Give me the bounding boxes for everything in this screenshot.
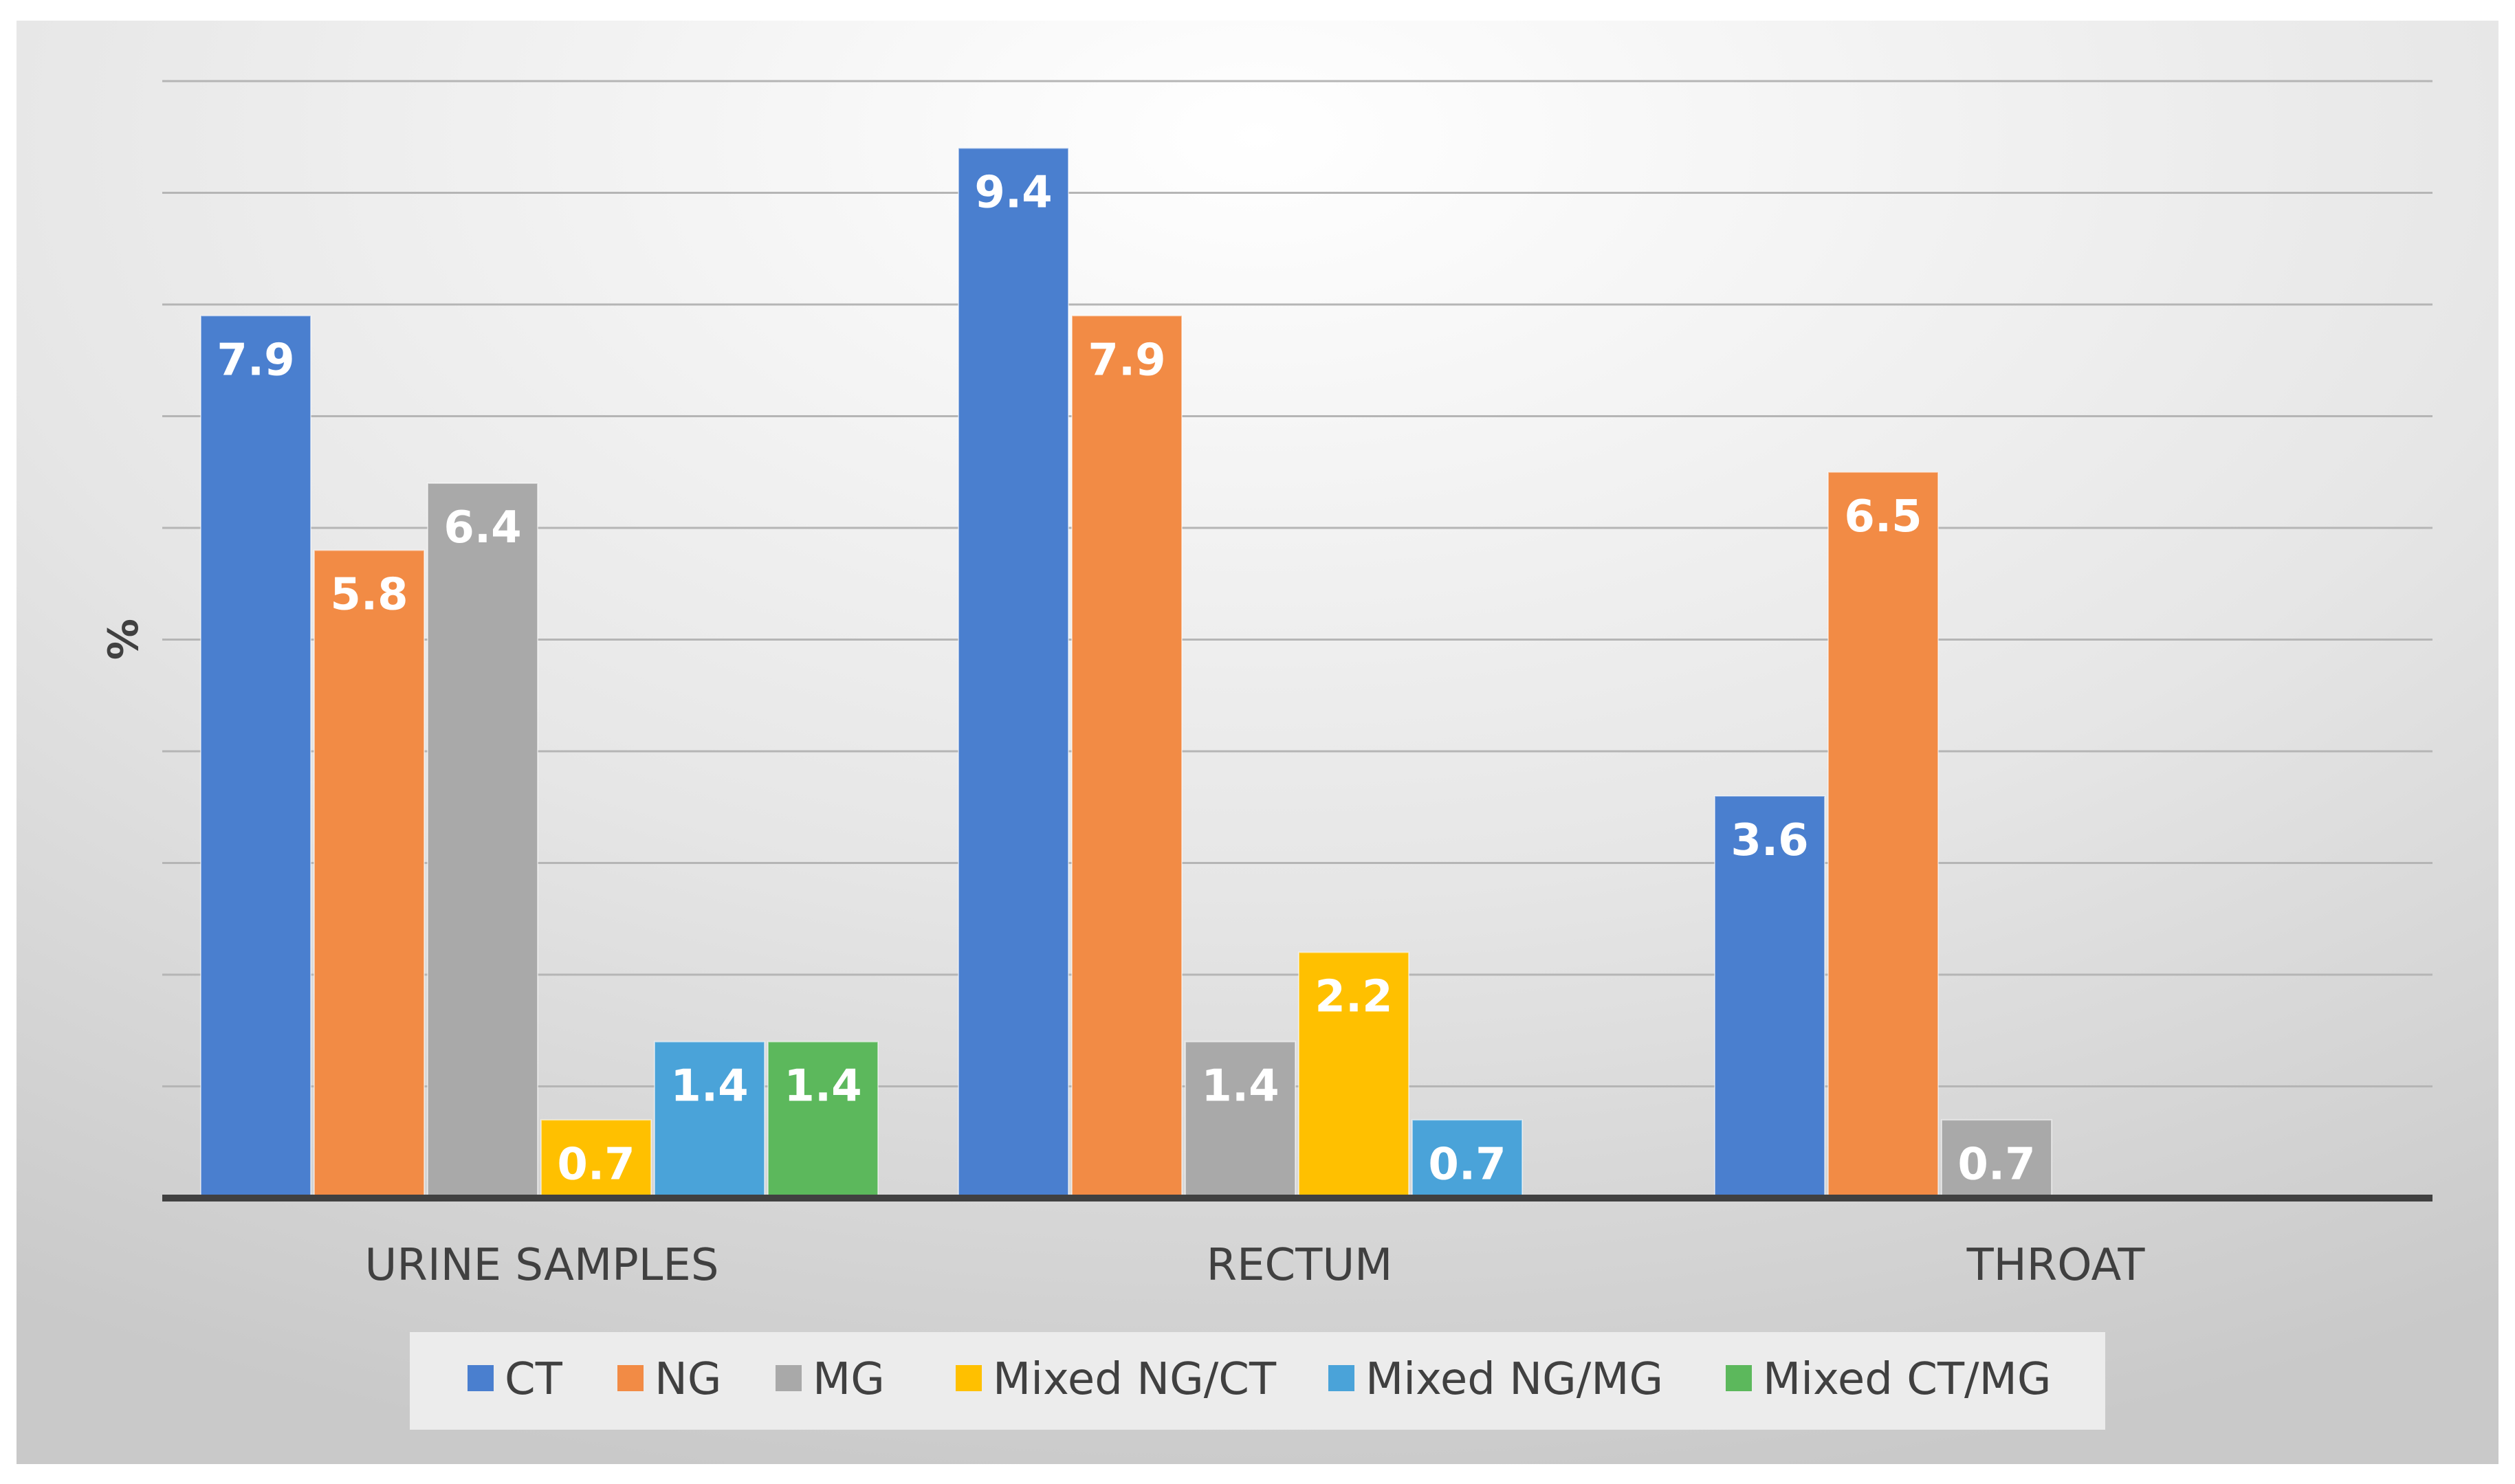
data-label-throat-ct: 3.6	[1731, 815, 1808, 866]
legend-swatch-ct	[468, 1365, 494, 1391]
data-label-rectum-ng: 7.9	[1088, 335, 1165, 386]
bar-labels: 7.9 5.8 6.4 0.7 1.4 1.4 9.4 7.9 1.4 2.2 0.7 3.6 6.5 0…	[217, 168, 2035, 1190]
legend: CT NG MG Mixed NG/CT Mixed NG/MG Mixed CT/MG	[410, 1332, 2105, 1430]
legend-label-mg: MG	[813, 1354, 885, 1405]
bar-rectum-ct	[958, 147, 1069, 1199]
legend-label-ng: NG	[655, 1354, 721, 1405]
bar-rectum-mg	[1185, 1041, 1296, 1199]
bar-throat-mg	[1941, 1119, 2052, 1199]
category-label: URINE SAMPLES	[365, 1240, 719, 1291]
legend-label-ct: CT	[505, 1354, 563, 1405]
data-label-throat-mg: 0.7	[1957, 1139, 2035, 1190]
legend-swatch-mixed-ct-mg	[1726, 1365, 1752, 1391]
data-label-urine-samples-ct: 7.9	[217, 335, 294, 386]
data-label-rectum-ct: 9.4	[974, 168, 1052, 219]
category-label: RECTUM	[1207, 1240, 1393, 1291]
category-label: THROAT	[1966, 1240, 2146, 1291]
data-label-urine-samples-mg: 6.4	[443, 502, 521, 553]
data-label-rectum-mixed-ng-ct: 2.2	[1315, 972, 1392, 1023]
legend-swatch-mixed-ng-mg	[1328, 1365, 1354, 1391]
bar-throat-ng	[1827, 471, 1939, 1199]
legend-swatch-ng	[617, 1365, 644, 1391]
data-label-throat-ng: 6.5	[1844, 491, 1922, 542]
data-label-rectum-mixed-ng-mg: 0.7	[1428, 1139, 1506, 1190]
data-label-urine-samples-mixed-ct-mg: 1.4	[784, 1061, 861, 1112]
legend-swatch-mg	[776, 1365, 802, 1391]
legend-label-mixed-ng-ct: Mixed NG/CT	[993, 1354, 1277, 1405]
data-label-urine-samples-mixed-ng-mg: 1.4	[670, 1061, 748, 1112]
bar-urine-samples-ct	[200, 315, 311, 1199]
bar-urine-samples-ng	[314, 549, 425, 1199]
y-axis-label: %	[100, 619, 148, 660]
bar-urine-samples-mixed-ng-mg	[654, 1041, 765, 1199]
legend-label-mixed-ng-mg: Mixed NG/MG	[1365, 1354, 1663, 1405]
bar-rectum-mixed-ng-mg	[1412, 1119, 1523, 1199]
legend-swatch-mixed-ng-ct	[956, 1365, 982, 1391]
gridlines	[162, 80, 2432, 1087]
bar-rectum-ng	[1071, 315, 1183, 1199]
legend-label-mixed-ct-mg: Mixed CT/MG	[1763, 1354, 2051, 1405]
legend-box	[410, 1332, 2105, 1430]
bar-rectum-mixed-ng-ct	[1298, 951, 1409, 1199]
data-label-urine-samples-ng: 5.8	[330, 570, 408, 621]
data-label-rectum-mg: 1.4	[1201, 1061, 1279, 1112]
category-labels: URINE SAMPLES RECTUM THROAT	[365, 1240, 2146, 1291]
data-label-urine-samples-mixed-ng-ct: 0.7	[557, 1139, 635, 1190]
bars	[200, 147, 2052, 1199]
bar-throat-ct	[1714, 795, 1825, 1199]
bar-urine-samples-mg	[427, 483, 538, 1199]
